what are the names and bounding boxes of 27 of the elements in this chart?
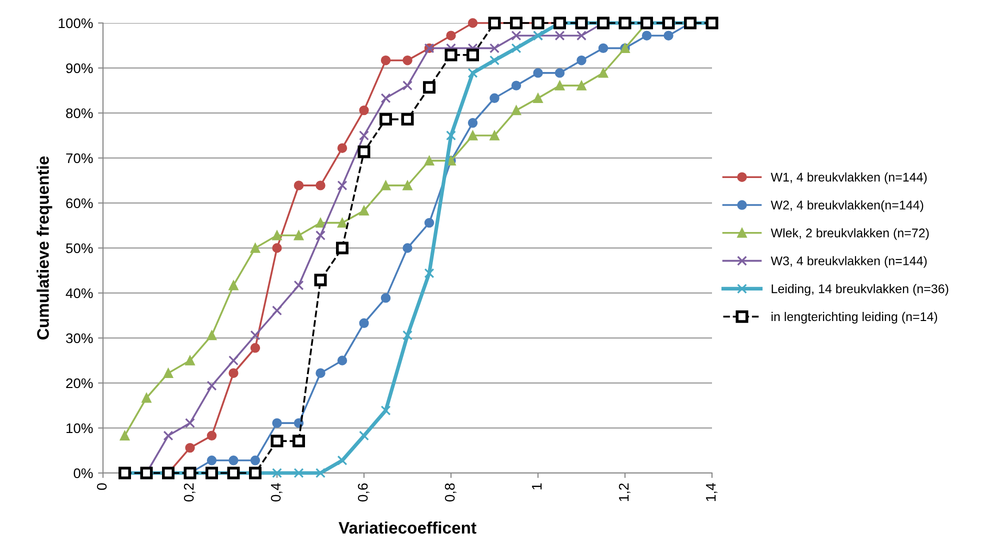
- y-tick-label: 60%: [66, 198, 93, 208]
- y-tick-label: 80%: [66, 108, 93, 118]
- y-tick-label: 50%: [66, 243, 93, 254]
- x-tick-label: 0,2: [184, 483, 196, 502]
- legend-label: Wlek, 2 breukvlakken (n=72): [770, 228, 929, 240]
- legend-label: Leiding, 14 breukvlakken (n=36): [772, 284, 948, 296]
- x-tick-label: 0,6: [358, 483, 370, 502]
- y-tick-label: 70%: [66, 153, 93, 164]
- legend-label: in lengterichting leiding (n=14): [772, 312, 938, 324]
- x-tick-label: 1,4: [706, 483, 718, 501]
- y-tick-label: 0%: [74, 468, 93, 478]
- y-tick-label: 30%: [66, 333, 93, 344]
- y-tick-label: 90%: [66, 63, 93, 74]
- y-tick-label: 40%: [66, 288, 93, 298]
- legend-label: W1, 4 breukvlakken (n=144): [770, 172, 927, 184]
- y-tick-label: 100%: [58, 18, 93, 28]
- y-tick-label: 20%: [66, 378, 93, 388]
- y-tick-label: 10%: [66, 423, 93, 434]
- legend-label: W2, 4 breukvlakken(n=144): [770, 200, 924, 212]
- x-tick-label: 1: [532, 483, 542, 490]
- x-axis-title: Variatiecoefficent: [338, 521, 476, 534]
- y-axis-title: Cumulatieve frequentie: [36, 156, 52, 340]
- x-tick-label: 0: [96, 483, 107, 490]
- x-tick-label: 1,2: [618, 483, 630, 501]
- x-tick-label: 0,4: [270, 483, 282, 502]
- x-tick-label: 0,8: [444, 483, 456, 502]
- legend-label: W3, 4 breukvlakken (n=144): [770, 256, 927, 268]
